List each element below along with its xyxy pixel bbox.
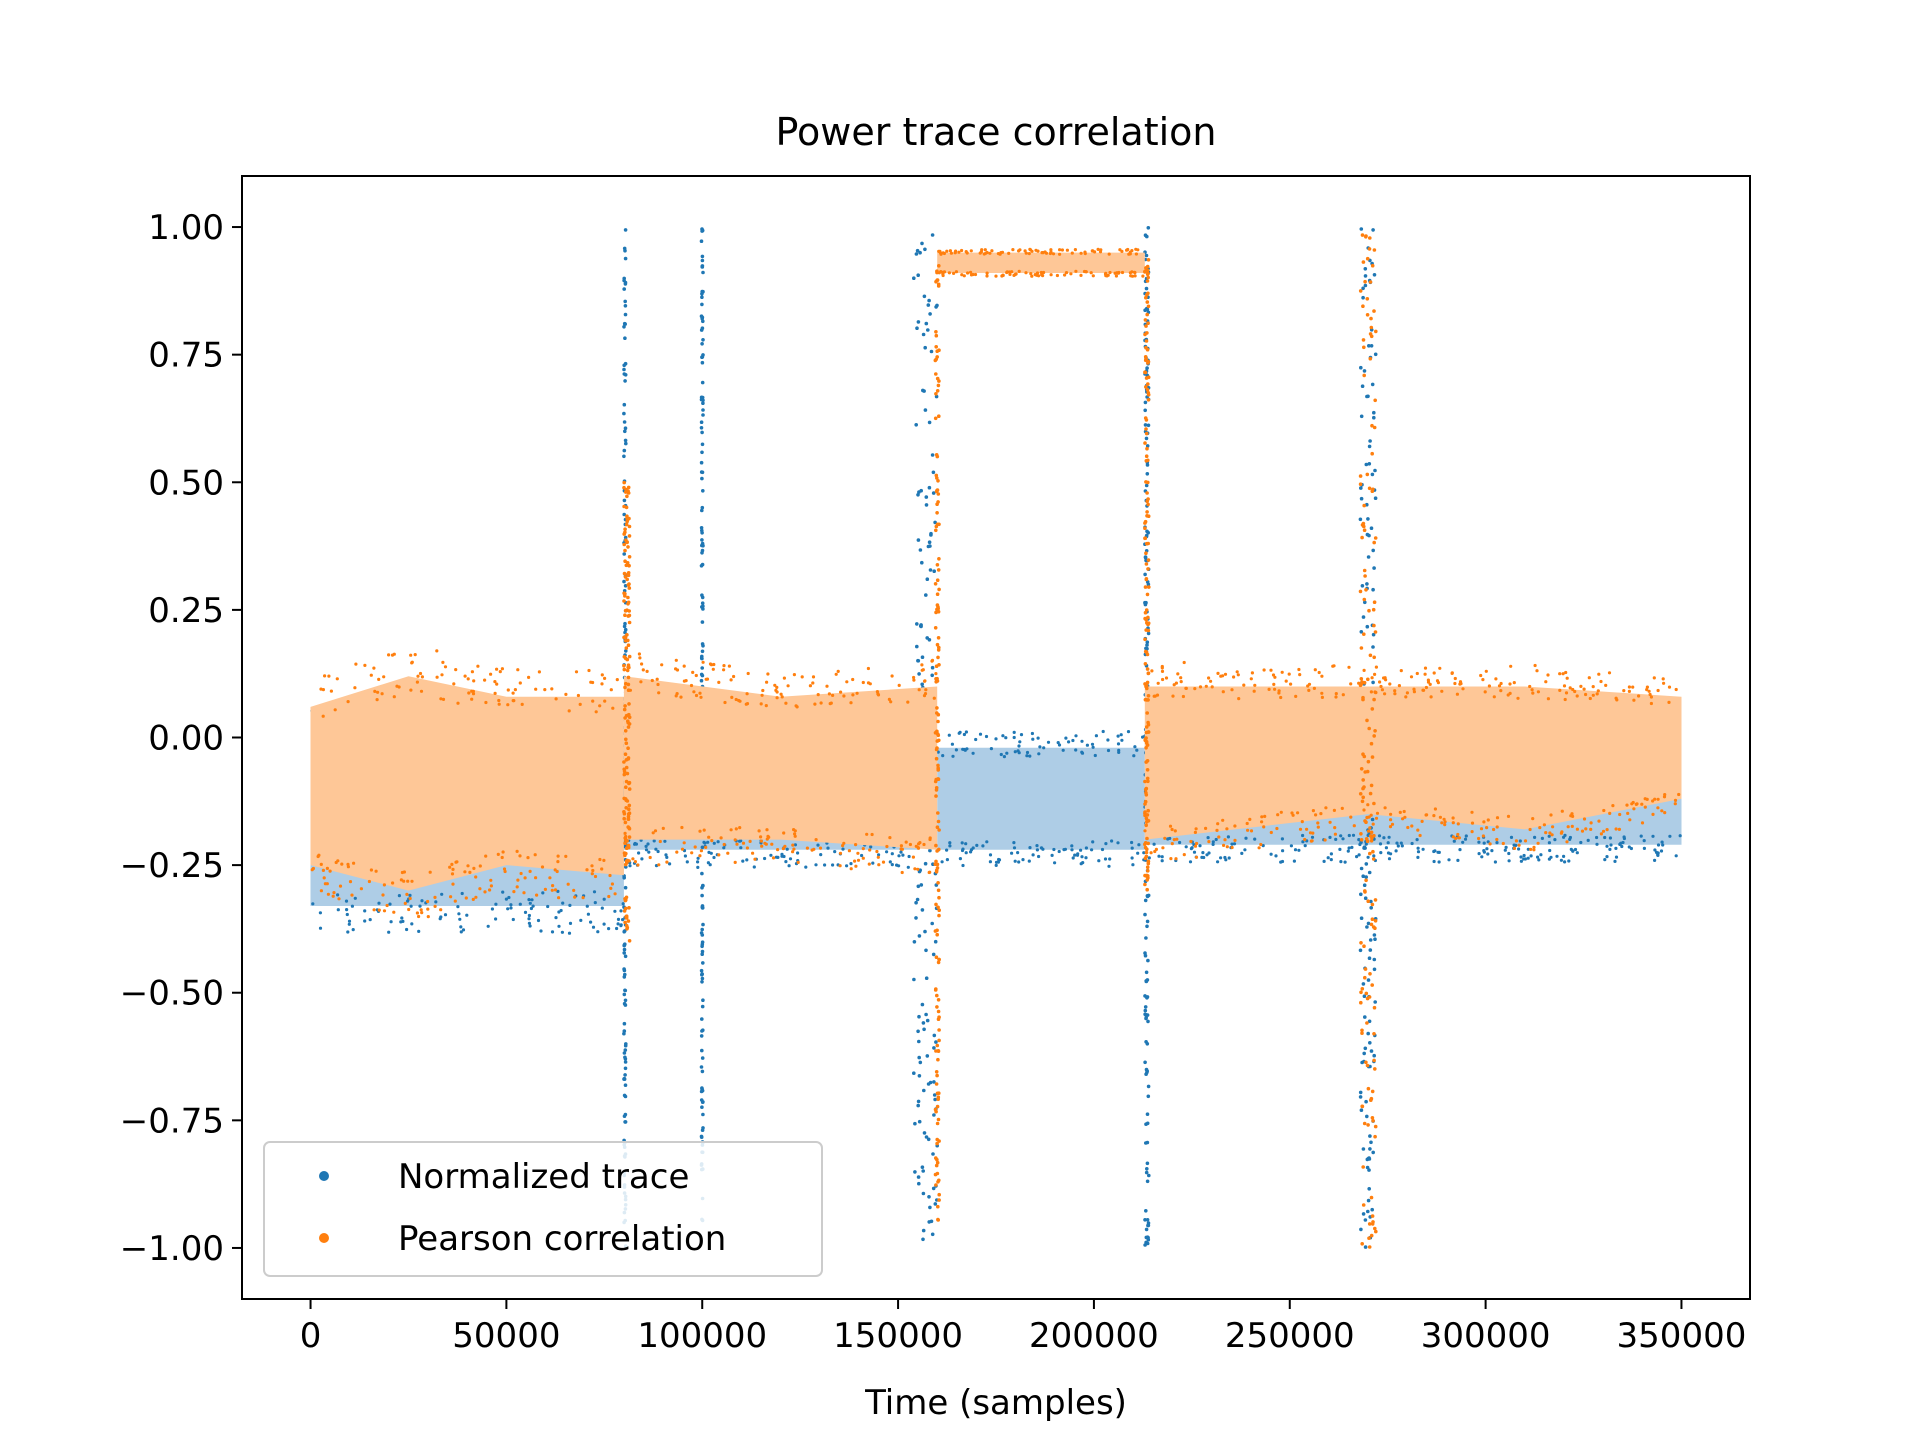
x-tick-label: 50000 xyxy=(452,1316,560,1356)
y-tick-label: −0.50 xyxy=(120,974,224,1014)
series-1-burst-1 xyxy=(933,264,941,1222)
x-tick-label: 350000 xyxy=(1617,1316,1747,1356)
series-1-burst-2 xyxy=(1143,258,1151,892)
y-tick-label: −1.00 xyxy=(120,1229,224,1269)
x-tick-label: 250000 xyxy=(1225,1316,1355,1356)
x-tick-label: 200000 xyxy=(1029,1316,1159,1356)
y-tick-label: −0.25 xyxy=(120,846,224,886)
series-1-burst-3 xyxy=(1358,233,1378,1249)
series-1-band-1 xyxy=(623,676,938,850)
y-axis: 1.00 0.75 0.50 0.25 0.00 −0.25 −0.50 −0.75 −1.00 xyxy=(120,208,242,1269)
series-1-band-2 xyxy=(937,252,1145,273)
series-1-band-2-points xyxy=(937,247,1145,278)
y-tick-label: 1.00 xyxy=(148,208,224,248)
series-1-band-0-points xyxy=(310,649,619,919)
legend-label-normalized-trace: Normalized trace xyxy=(398,1157,689,1197)
plot-area xyxy=(310,226,1682,1249)
series-1-band-3 xyxy=(1144,686,1682,840)
series-1-band-1-points xyxy=(623,652,938,875)
x-tick-label: 150000 xyxy=(833,1316,963,1356)
chart-title: Power trace correlation xyxy=(775,110,1216,154)
series-1-burst-0 xyxy=(622,480,632,943)
y-tick-label: 0.75 xyxy=(148,336,224,376)
x-axis-label: Time (samples) xyxy=(864,1383,1127,1423)
series-1-band-3-points xyxy=(1143,660,1681,861)
y-tick-label: −0.75 xyxy=(120,1101,224,1141)
legend-marker-normalized-trace xyxy=(319,1171,329,1181)
x-axis: 0 50000 100000 150000 200000 250000 300000 3500… xyxy=(300,1299,1747,1356)
legend: Normalized trace Pearson correlation xyxy=(263,1141,823,1277)
legend-label-pearson-correlation: Pearson correlation xyxy=(398,1219,726,1259)
series-0-band-2-points xyxy=(936,729,1147,868)
series-1 xyxy=(310,233,1682,1249)
x-tick-label: 0 xyxy=(300,1316,322,1356)
y-tick-label: 0.00 xyxy=(148,719,224,759)
y-tick-label: 0.25 xyxy=(148,591,224,631)
legend-marker-pearson-correlation xyxy=(319,1233,329,1243)
y-tick-label: 0.50 xyxy=(148,463,224,503)
legend-box xyxy=(263,1141,823,1277)
x-tick-label: 300000 xyxy=(1421,1316,1551,1356)
series-1-band-0 xyxy=(310,676,624,891)
series-0-band-2 xyxy=(937,747,1145,850)
x-tick-label: 100000 xyxy=(637,1316,767,1356)
